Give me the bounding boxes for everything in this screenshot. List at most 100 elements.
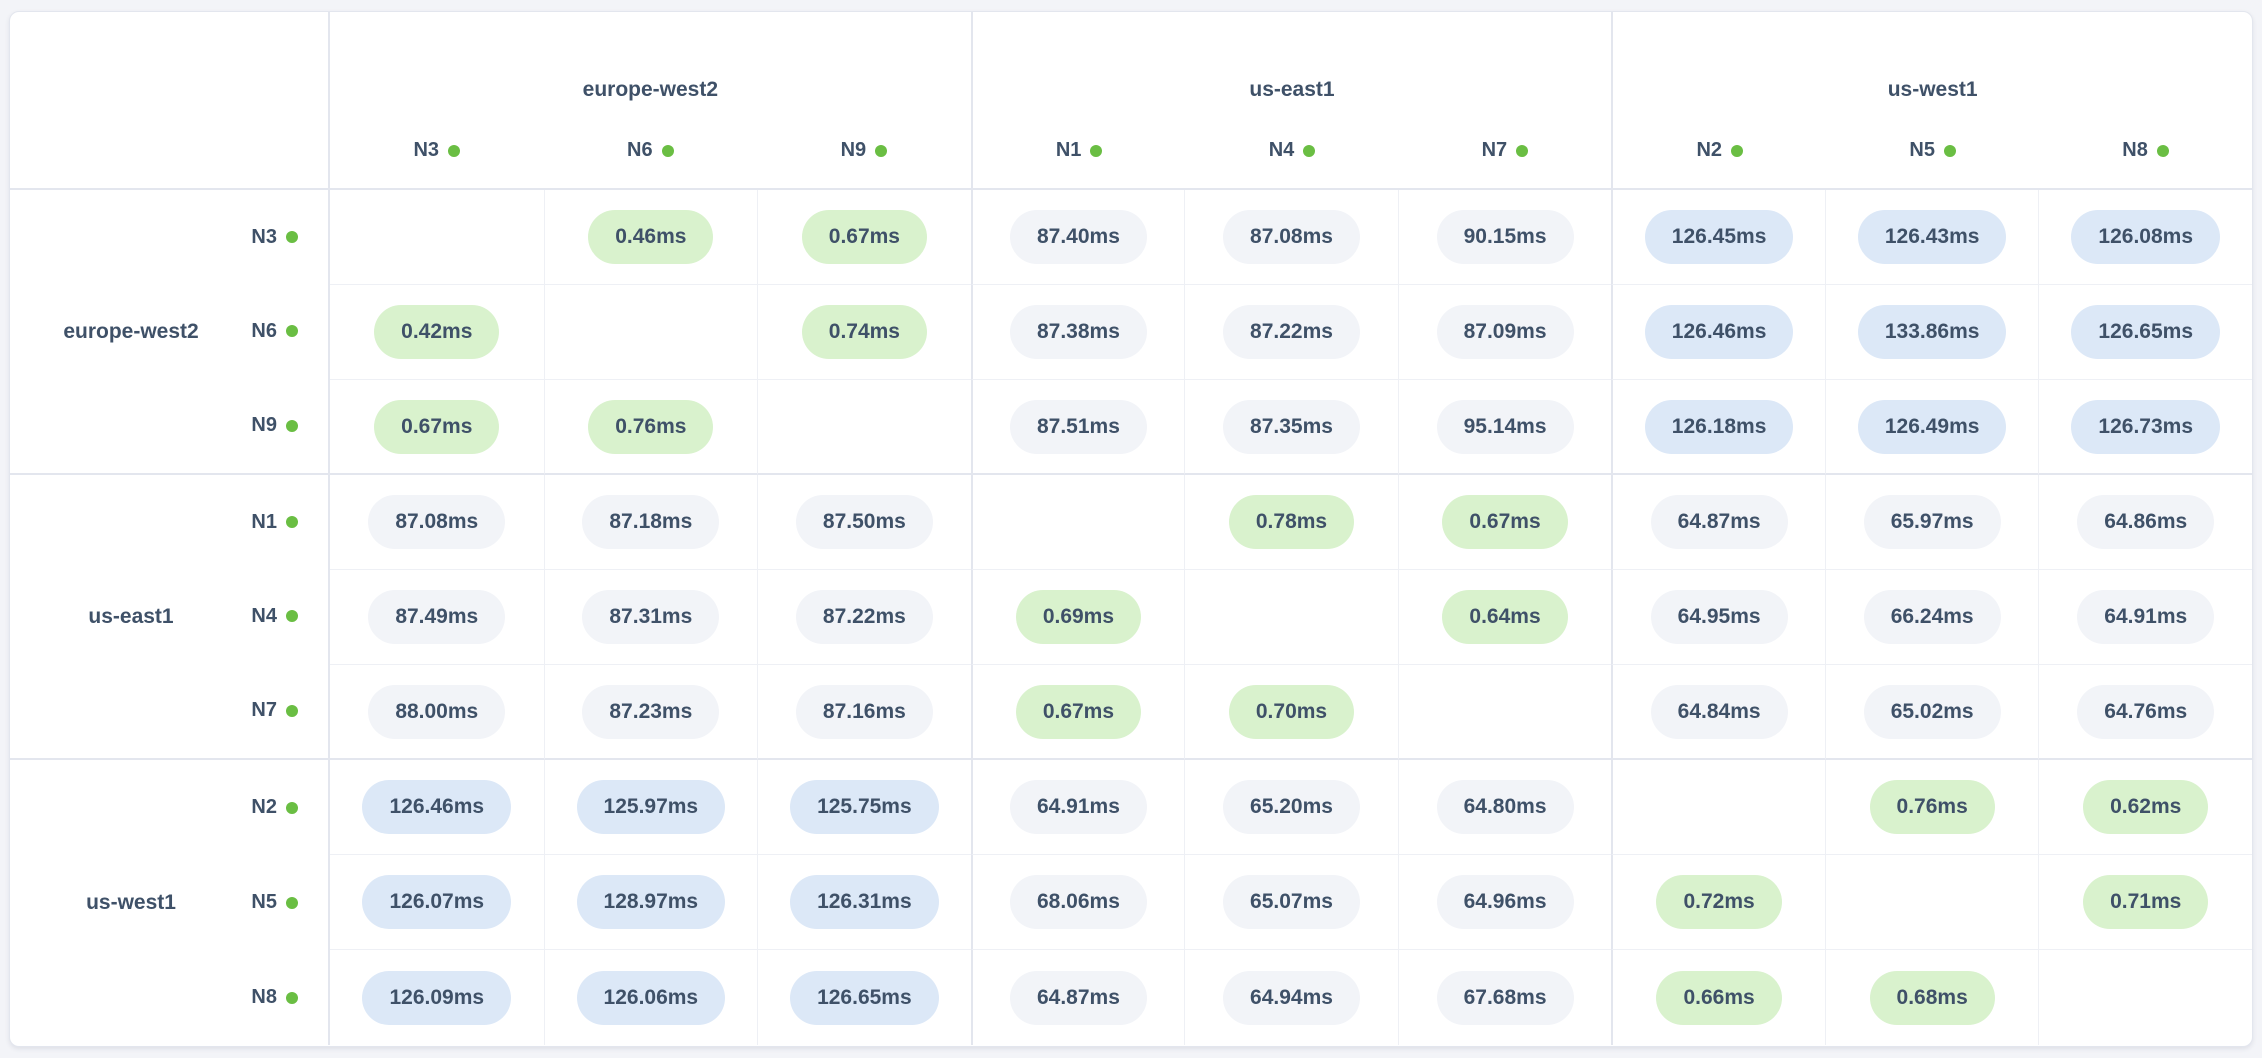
latency-pill: 87.51ms	[1009, 399, 1147, 454]
latency-pill: 87.22ms	[795, 590, 933, 644]
latency-cell-N5-to-N5	[1824, 855, 2039, 950]
region-title: us-east1	[1249, 78, 1335, 101]
row-region-label: europe-west2	[63, 319, 199, 343]
node-status-dot	[286, 991, 298, 1004]
latency-pill: 0.78ms	[1228, 495, 1355, 549]
latency-cell-N3-to-N6: 0.46ms	[543, 190, 758, 285]
row-header-node-N8: N8	[251, 950, 328, 1045]
latency-cell-N4-to-N8: 64.91ms	[2038, 570, 2252, 665]
latency-pill: 0.74ms	[801, 305, 927, 359]
latency-cell-N4-to-N1: 0.69ms	[970, 570, 1185, 665]
latency-pill: 87.22ms	[1223, 305, 1360, 359]
latency-cell-N4-to-N5: 66.24ms	[1824, 570, 2039, 665]
latency-cell-N6-to-N8: 126.65ms	[2038, 285, 2252, 380]
region-title: europe-west2	[582, 78, 719, 101]
latency-cell-N3-to-N1: 87.40ms	[970, 190, 1185, 285]
latency-cell-N1-to-N7: 0.67ms	[1397, 475, 1612, 570]
latency-cell-N5-to-N6: 128.97ms	[543, 855, 758, 950]
latency-pill: 64.95ms	[1650, 590, 1788, 644]
latency-cell-N8-to-N3: 126.09ms	[330, 950, 544, 1045]
latency-pill: 87.49ms	[368, 590, 506, 644]
latency-pill: 65.02ms	[1863, 684, 2001, 739]
latency-cell-N7-to-N6: 87.23ms	[543, 665, 758, 760]
node-header-label: N9	[840, 139, 867, 161]
latency-cell-N8-to-N2: 0.66ms	[1611, 950, 1825, 1045]
latency-matrix-card: europe-west2 N3 N6 N9 us-east1 N1 N4 N7 us-west1…	[9, 11, 2253, 1047]
node-row-label: N6	[251, 319, 277, 342]
latency-matrix-table: europe-west2 N3 N6 N9 us-east1 N1 N4 N7 us-west1…	[10, 12, 2252, 1046]
latency-cell-N1-to-N2: 64.87ms	[1611, 475, 1825, 570]
latency-cell-N9-to-N3: 0.67ms	[330, 380, 544, 475]
latency-cell-N4-to-N2: 64.95ms	[1611, 570, 1825, 665]
latency-cell-N3-to-N3	[330, 190, 544, 285]
latency-cell-N4-to-N4	[1184, 570, 1398, 665]
latency-cell-N3-to-N5: 126.43ms	[1824, 190, 2039, 285]
node-row-label: N9	[251, 414, 277, 437]
latency-pill: 87.38ms	[1009, 305, 1147, 359]
latency-pill: 87.50ms	[795, 495, 933, 549]
latency-pill: 126.73ms	[2071, 399, 2221, 454]
latency-pill: 0.62ms	[2083, 780, 2209, 834]
node-status-dot	[286, 231, 298, 244]
latency-cell-N5-to-N4: 65.07ms	[1184, 855, 1398, 950]
latency-cell-N6-to-N3: 0.42ms	[330, 285, 544, 380]
latency-pill: 64.91ms	[1009, 780, 1147, 834]
latency-cell-N5-to-N8: 0.71ms	[2038, 855, 2252, 950]
row-header-node-N3: N3	[251, 190, 328, 284]
node-status-dot	[1303, 144, 1316, 157]
latency-cell-N7-to-N7	[1397, 665, 1612, 760]
latency-cell-N3-to-N8: 126.08ms	[2038, 190, 2252, 285]
latency-pill: 67.68ms	[1436, 970, 1574, 1025]
latency-cell-N4-to-N9: 87.22ms	[757, 570, 971, 665]
latency-cell-N9-to-N7: 95.14ms	[1397, 380, 1612, 475]
latency-pill: 0.71ms	[2083, 875, 2209, 929]
latency-pill: 133.86ms	[1857, 305, 2007, 359]
node-row-label: N3	[251, 225, 277, 248]
latency-pill: 87.18ms	[582, 495, 720, 549]
latency-cell-N1-to-N4: 0.78ms	[1184, 475, 1398, 570]
latency-pill: 64.94ms	[1223, 970, 1360, 1025]
column-group-header-us-east1: us-east1 N1 N4 N7	[970, 12, 1612, 190]
node-row-label: N1	[251, 510, 277, 533]
latency-cell-N2-to-N6: 125.97ms	[543, 760, 758, 855]
latency-cell-N8-to-N7: 67.68ms	[1397, 950, 1612, 1045]
latency-cell-N8-to-N1: 64.87ms	[970, 950, 1185, 1045]
latency-cell-N8-to-N5: 0.68ms	[1824, 950, 2039, 1045]
node-row-label: N8	[251, 986, 277, 1008]
row-header-node-N9: N9	[251, 379, 328, 473]
latency-pill: 0.67ms	[374, 399, 500, 454]
region-title: us-west1	[1887, 78, 1978, 101]
latency-pill: 0.72ms	[1656, 875, 1782, 929]
latency-cell-N8-to-N9: 126.65ms	[757, 950, 971, 1045]
node-status-dot	[286, 801, 298, 814]
latency-pill: 64.91ms	[2077, 590, 2215, 644]
latency-pill: 64.87ms	[1650, 495, 1788, 549]
latency-cell-N7-to-N9: 87.16ms	[757, 665, 971, 760]
latency-cell-N9-to-N5: 126.49ms	[1824, 380, 2039, 475]
latency-pill: 126.09ms	[362, 970, 512, 1025]
latency-cell-N9-to-N8: 126.73ms	[2038, 380, 2252, 475]
latency-cell-N8-to-N8	[2038, 950, 2252, 1045]
node-status-dot	[286, 896, 298, 909]
latency-pill: 0.68ms	[1869, 970, 1995, 1025]
latency-cell-N5-to-N7: 64.96ms	[1397, 855, 1612, 950]
row-group-label-us-east1: us-east1 N1 N4 N7	[10, 475, 330, 760]
latency-pill: 87.09ms	[1436, 305, 1574, 359]
latency-pill: 126.07ms	[362, 875, 512, 929]
row-node-labels: N1 N4 N7	[251, 475, 328, 758]
latency-cell-N6-to-N2: 126.46ms	[1611, 285, 1825, 380]
latency-pill: 64.76ms	[2077, 684, 2215, 739]
latency-pill: 65.20ms	[1223, 780, 1360, 834]
latency-cell-N2-to-N5: 0.76ms	[1824, 760, 2039, 855]
latency-cell-N7-to-N5: 65.02ms	[1824, 665, 2039, 760]
node-header-row: N3 N6 N9	[330, 139, 971, 162]
latency-cell-N5-to-N2: 0.72ms	[1611, 855, 1825, 950]
latency-cell-N2-to-N9: 125.75ms	[757, 760, 971, 855]
latency-pill: 88.00ms	[368, 684, 506, 739]
latency-pill: 126.08ms	[2071, 210, 2221, 264]
node-status-dot	[286, 704, 298, 717]
latency-cell-N7-to-N3: 88.00ms	[330, 665, 544, 760]
latency-cell-N1-to-N1	[970, 475, 1185, 570]
latency-cell-N6-to-N4: 87.22ms	[1184, 285, 1398, 380]
latency-pill: 126.43ms	[1857, 210, 2007, 264]
